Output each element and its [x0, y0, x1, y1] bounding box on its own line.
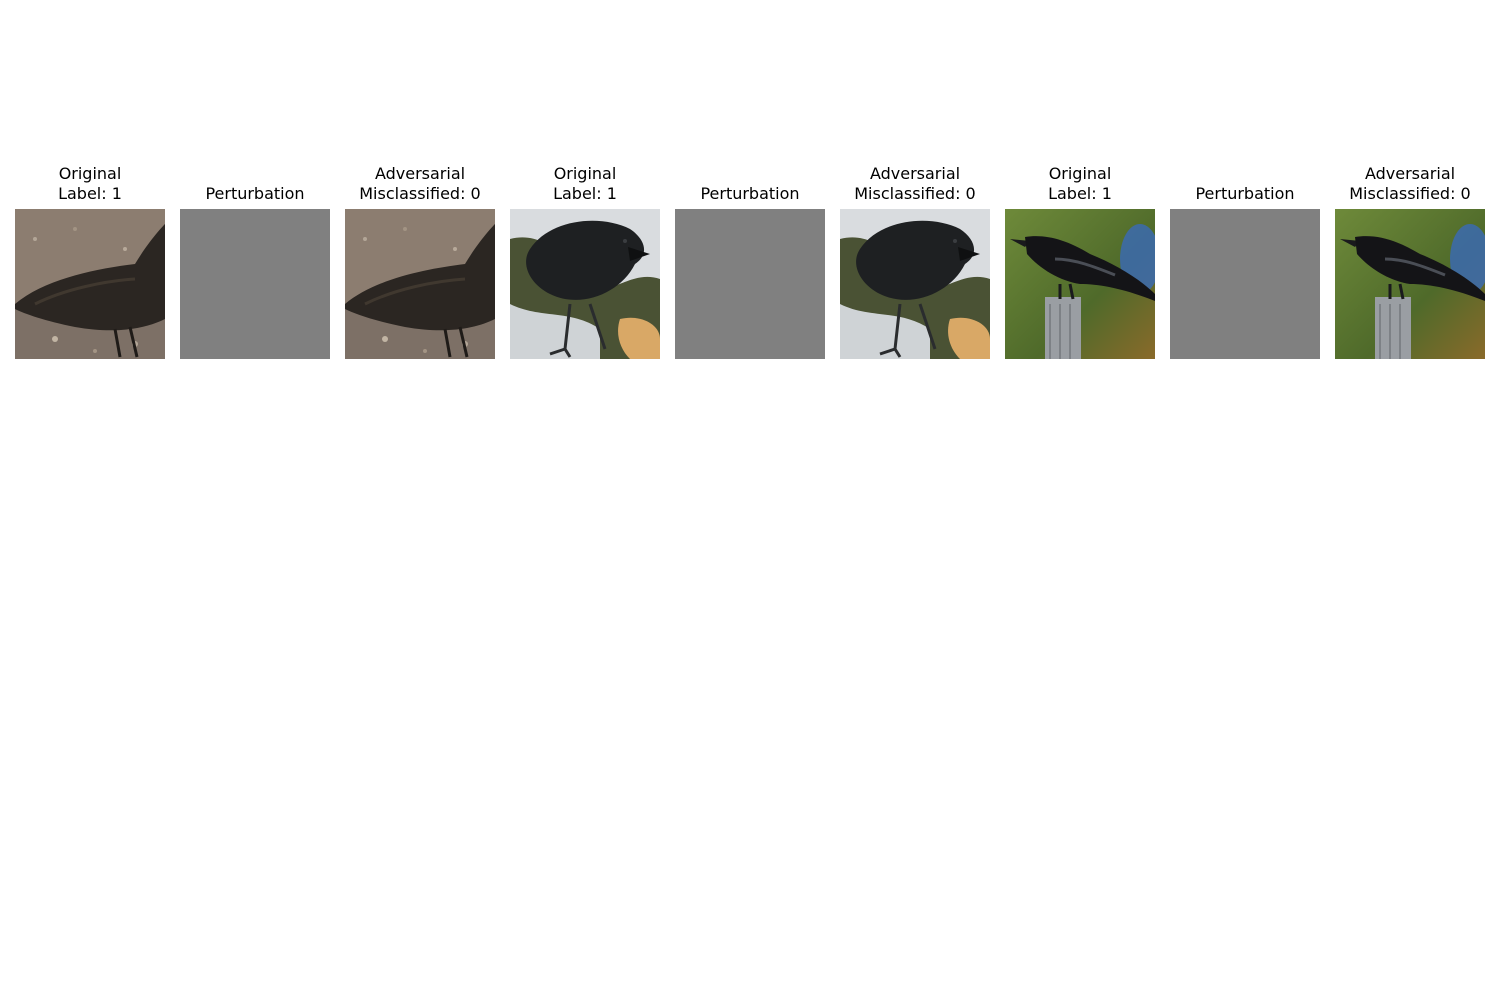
panel-title: Original Label: 1 — [490, 164, 680, 204]
perturbation-image — [1170, 209, 1320, 359]
title-line: Perturbation — [1195, 184, 1295, 203]
title-line: Original — [1048, 164, 1112, 183]
title-line: Original — [553, 164, 617, 183]
perturbation-image — [180, 209, 330, 359]
panel-title: Perturbation — [1150, 184, 1340, 204]
panel-title: Original Label: 1 — [985, 164, 1175, 204]
crow-post-image — [1005, 209, 1155, 359]
panel-perturbation-1: Perturbation — [180, 163, 330, 359]
panel-perturbation-3: Perturbation — [1170, 163, 1320, 359]
title-line: Adversarial — [869, 164, 961, 183]
title-line: Perturbation — [700, 184, 800, 203]
panel-original-2: Original Label: 1 — [510, 163, 660, 359]
panel-title: Adversarial Misclassified: 0 — [325, 164, 515, 204]
title-line: Original — [58, 164, 122, 183]
panel-perturbation-2: Perturbation — [675, 163, 825, 359]
title-line: Label: 1 — [58, 184, 122, 203]
panel-original-1: Original Label: 1 — [15, 163, 165, 359]
title-line: Adversarial — [1364, 164, 1456, 183]
panel-title: Adversarial Misclassified: 0 — [820, 164, 1010, 204]
title-line: Misclassified: 0 — [1349, 184, 1471, 203]
crow-snow-image — [840, 209, 990, 359]
panel-original-3: Original Label: 1 — [1005, 163, 1155, 359]
panel-title: Original Label: 1 — [0, 164, 185, 204]
title-line: Perturbation — [205, 184, 305, 203]
perturbation-image — [675, 209, 825, 359]
panel-title: Adversarial Misclassified: 0 — [1315, 164, 1500, 204]
panel-adversarial-2: Adversarial Misclassified: 0 — [840, 163, 990, 359]
raven-gravel-image — [345, 209, 495, 359]
title-line: Misclassified: 0 — [854, 184, 976, 203]
title-line: Label: 1 — [553, 184, 617, 203]
panel-title: Perturbation — [160, 184, 350, 204]
title-line: Label: 1 — [1048, 184, 1112, 203]
panel-adversarial-3: Adversarial Misclassified: 0 — [1335, 163, 1485, 359]
raven-gravel-image — [15, 209, 165, 359]
crow-snow-image — [510, 209, 660, 359]
panel-adversarial-1: Adversarial Misclassified: 0 — [345, 163, 495, 359]
title-line: Adversarial — [374, 164, 466, 183]
panel-title: Perturbation — [655, 184, 845, 204]
crow-post-image — [1335, 209, 1485, 359]
title-line: Misclassified: 0 — [359, 184, 481, 203]
